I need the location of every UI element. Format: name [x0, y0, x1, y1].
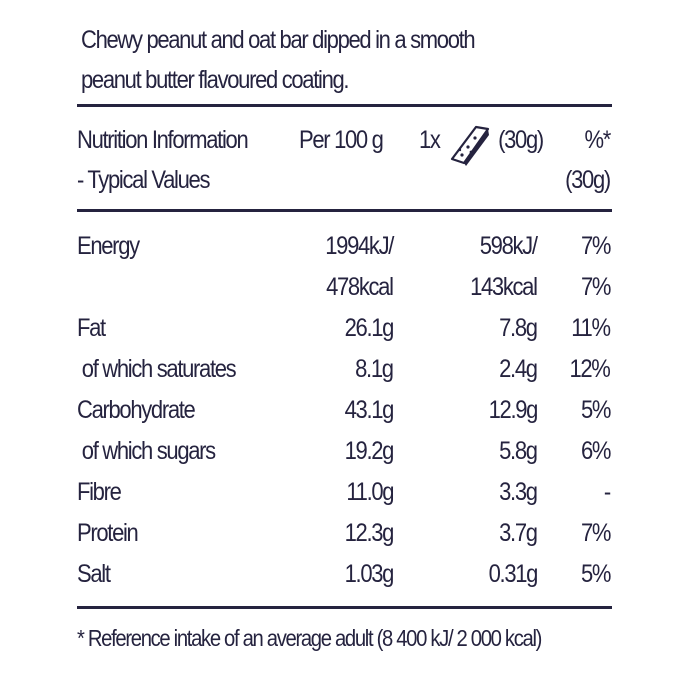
- row-per-100g: 1.03g: [344, 560, 395, 588]
- header-serving-weight: (30g): [498, 126, 544, 154]
- row-per-serving: 5.8g: [499, 437, 538, 465]
- nutrition-label: Chewy peanut and oat bar dipped in a smo…: [77, 8, 612, 663]
- row-per-serving: 0.31g: [488, 560, 539, 588]
- header-ri-serving: (30g): [565, 166, 611, 194]
- description-line-2: peanut butter flavoured coating.: [81, 66, 350, 94]
- row-reference-intake: 7%: [580, 273, 611, 301]
- row-label: of which saturates: [77, 355, 237, 383]
- row-label: Protein: [77, 519, 139, 547]
- row-per-serving: 143kcal: [470, 273, 538, 301]
- row-per-100g: 8.1g: [355, 355, 394, 383]
- row-per-serving: 598kJ/: [480, 232, 538, 260]
- bottom-divider: [77, 606, 612, 609]
- row-per-100g: 26.1g: [344, 314, 395, 342]
- row-label: of which sugars: [77, 437, 216, 465]
- row-per-100g: 43.1g: [344, 396, 395, 424]
- row-label: Fibre: [77, 478, 122, 506]
- row-reference-intake: -: [603, 478, 611, 506]
- row-per-serving: 2.4g: [499, 355, 538, 383]
- row-reference-intake: 7%: [580, 519, 611, 547]
- header-ri-percent: %*: [584, 126, 612, 154]
- row-per-100g: 1994kJ/: [325, 232, 394, 260]
- row-per-100g: 12.3g: [344, 519, 395, 547]
- row-reference-intake: 5%: [580, 560, 611, 588]
- row-reference-intake: 6%: [580, 437, 611, 465]
- row-reference-intake: 11%: [571, 314, 612, 342]
- row-per-100g: 11.0g: [346, 478, 394, 506]
- header-typical-values: - Typical Values: [77, 166, 210, 194]
- header-nutrition-info: Nutrition Information: [77, 126, 249, 154]
- snack-bar-icon: [450, 125, 490, 166]
- footnote: * Reference intake of an average adult (…: [77, 625, 542, 651]
- row-per-serving: 3.7g: [499, 519, 538, 547]
- row-per-100g: 478kcal: [326, 273, 394, 301]
- row-label: Energy: [77, 232, 140, 260]
- row-label: Salt: [77, 560, 111, 588]
- header-per-100g: Per 100 g: [299, 126, 384, 154]
- row-per-serving: 7.8g: [499, 314, 538, 342]
- row-label: Fat: [77, 314, 106, 342]
- row-reference-intake: 12%: [569, 355, 611, 383]
- top-divider: [77, 104, 612, 107]
- row-reference-intake: 7%: [580, 232, 611, 260]
- description-line-1: Chewy peanut and oat bar dipped in a smo…: [81, 26, 476, 54]
- row-reference-intake: 5%: [580, 396, 611, 424]
- header-divider: [77, 209, 612, 212]
- row-per-100g: 19.2g: [344, 437, 395, 465]
- header-serving-prefix: 1x: [419, 126, 441, 154]
- row-per-serving: 3.3g: [499, 478, 538, 506]
- row-per-serving: 12.9g: [488, 396, 539, 424]
- row-label: Carbohydrate: [77, 396, 196, 424]
